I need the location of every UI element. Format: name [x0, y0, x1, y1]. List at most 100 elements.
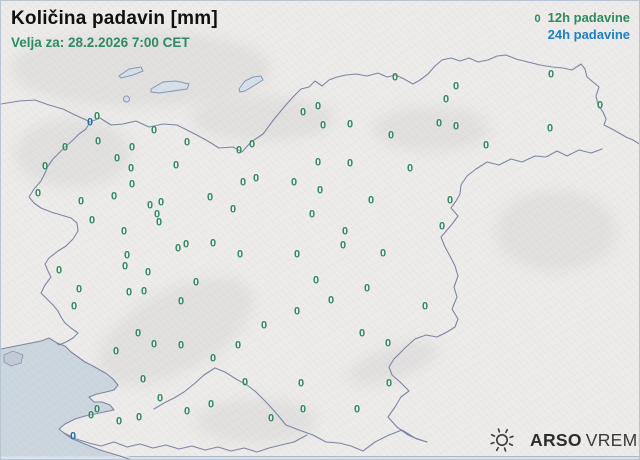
station-marker-12h[interactable]: 0 — [293, 305, 301, 318]
station-marker-12h[interactable]: 0 — [157, 196, 165, 209]
station-marker-12h[interactable]: 0 — [150, 338, 158, 351]
station-marker-12h[interactable]: 0 — [88, 214, 96, 227]
station-marker-12h[interactable]: 0 — [144, 266, 152, 279]
station-marker-12h[interactable]: 0 — [363, 282, 371, 295]
station-marker-12h[interactable]: 0 — [128, 178, 136, 191]
station-marker-12h[interactable]: 0 — [260, 319, 268, 332]
station-marker-12h[interactable]: 0 — [206, 191, 214, 204]
station-marker-12h[interactable]: 0 — [127, 162, 135, 175]
station-marker-12h[interactable]: 0 — [135, 411, 143, 424]
station-marker-12h[interactable]: 0 — [172, 159, 180, 172]
station-marker-12h[interactable]: 0 — [547, 68, 555, 81]
station-marker-12h[interactable]: 0 — [209, 237, 217, 250]
station-marker-12h[interactable]: 0 — [94, 135, 102, 148]
station-marker-24h[interactable]: 0 — [86, 116, 94, 129]
station-marker-12h[interactable]: 0 — [308, 208, 316, 221]
station-marker-12h[interactable]: 0 — [123, 249, 131, 262]
station-marker-12h[interactable]: 0 — [177, 339, 185, 352]
legend-item-12h[interactable]: 0 12h padavine — [535, 10, 631, 27]
station-marker-12h[interactable]: 0 — [239, 176, 247, 189]
station-marker-12h[interactable]: 0 — [234, 339, 242, 352]
station-marker-12h[interactable]: 0 — [110, 190, 118, 203]
station-marker-12h[interactable]: 0 — [346, 118, 354, 131]
station-marker-12h[interactable]: 0 — [87, 409, 95, 422]
station-marker-12h[interactable]: 0 — [421, 300, 429, 313]
station-marker-12h[interactable]: 0 — [314, 100, 322, 113]
station-marker-12h[interactable]: 0 — [183, 136, 191, 149]
station-marker-12h[interactable]: 0 — [93, 110, 101, 123]
station-marker-12h[interactable]: 0 — [77, 195, 85, 208]
station-marker-12h[interactable]: 0 — [34, 187, 42, 200]
station-marker-12h[interactable]: 0 — [41, 160, 49, 173]
station-marker-12h[interactable]: 0 — [128, 141, 136, 154]
station-marker-12h[interactable]: 0 — [55, 264, 63, 277]
station-marker-12h[interactable]: 0 — [241, 376, 249, 389]
station-marker-12h[interactable]: 0 — [312, 274, 320, 287]
station-marker-12h[interactable]: 0 — [112, 345, 120, 358]
station-marker-12h[interactable]: 0 — [290, 176, 298, 189]
station-marker-12h[interactable]: 0 — [438, 220, 446, 233]
station-marker-12h[interactable]: 0 — [236, 248, 244, 261]
station-marker-12h[interactable]: 0 — [146, 199, 154, 212]
station-marker-12h[interactable]: 0 — [299, 106, 307, 119]
station-marker-12h[interactable]: 0 — [140, 285, 148, 298]
station-marker-12h[interactable]: 0 — [267, 412, 275, 425]
station-marker-12h[interactable]: 0 — [177, 295, 185, 308]
station-marker-12h[interactable]: 0 — [150, 124, 158, 137]
station-marker-12h[interactable]: 0 — [391, 71, 399, 84]
station-marker-12h[interactable]: 0 — [446, 194, 454, 207]
station-marker-12h[interactable]: 0 — [353, 403, 361, 416]
station-marker-12h[interactable]: 0 — [293, 248, 301, 261]
station-marker-12h[interactable]: 0 — [452, 120, 460, 133]
station-marker-12h[interactable]: 0 — [70, 300, 78, 313]
station-marker-12h[interactable]: 0 — [379, 247, 387, 260]
station-marker-12h[interactable]: 0 — [248, 138, 256, 151]
station-marker-12h[interactable]: 0 — [339, 239, 347, 252]
station-marker-24h[interactable]: 0 — [69, 430, 77, 443]
station-marker-12h[interactable]: 0 — [358, 327, 366, 340]
station-marker-12h[interactable]: 0 — [297, 377, 305, 390]
legend-item-24h[interactable]: 24h padavine — [535, 27, 630, 43]
station-marker-12h[interactable]: 0 — [435, 117, 443, 130]
station-marker-12h[interactable]: 0 — [61, 141, 69, 154]
station-marker-12h[interactable]: 0 — [113, 152, 121, 165]
station-marker-12h[interactable]: 0 — [134, 327, 142, 340]
station-marker-12h[interactable]: 0 — [182, 238, 190, 251]
station-marker-12h[interactable]: 0 — [229, 203, 237, 216]
station-marker-12h[interactable]: 0 — [346, 157, 354, 170]
station-marker-12h[interactable]: 0 — [207, 398, 215, 411]
station-marker-12h[interactable]: 0 — [327, 294, 335, 307]
station-marker-12h[interactable]: 0 — [156, 392, 164, 405]
station-marker-12h[interactable]: 0 — [153, 208, 161, 221]
station-marker-12h[interactable]: 0 — [341, 225, 349, 238]
station-marker-12h[interactable]: 0 — [596, 99, 604, 112]
station-marker-12h[interactable]: 0 — [367, 194, 375, 207]
station-marker-12h[interactable]: 0 — [121, 260, 129, 273]
station-marker-12h[interactable]: 0 — [183, 405, 191, 418]
station-marker-12h[interactable]: 0 — [174, 242, 182, 255]
station-marker-12h[interactable]: 0 — [316, 184, 324, 197]
station-marker-12h[interactable]: 0 — [252, 172, 260, 185]
station-marker-12h[interactable]: 0 — [384, 337, 392, 350]
station-marker-12h[interactable]: 0 — [546, 122, 554, 135]
station-marker-12h[interactable]: 0 — [155, 216, 163, 229]
station-marker-12h[interactable]: 0 — [387, 129, 395, 142]
station-marker-12h[interactable]: 0 — [299, 403, 307, 416]
station-marker-12h[interactable]: 0 — [406, 162, 414, 175]
station-marker-12h[interactable]: 0 — [115, 415, 123, 428]
station-marker-12h[interactable]: 0 — [385, 377, 393, 390]
station-marker-12h[interactable]: 0 — [139, 373, 147, 386]
station-marker-12h[interactable]: 0 — [120, 225, 128, 238]
station-marker-12h[interactable]: 0 — [452, 80, 460, 93]
station-marker-12h[interactable]: 0 — [442, 93, 450, 106]
station-marker-12h[interactable]: 0 — [209, 352, 217, 365]
station-marker-12h[interactable]: 0 — [314, 156, 322, 169]
station-marker-12h[interactable]: 0 — [192, 276, 200, 289]
station-marker-12h[interactable]: 0 — [319, 119, 327, 132]
station-marker-12h[interactable]: 0 — [93, 403, 101, 416]
station-marker-12h[interactable]: 0 — [235, 144, 243, 157]
station-marker-12h[interactable]: 0 — [482, 139, 490, 152]
station-marker-12h[interactable]: 0 — [125, 286, 133, 299]
station-marker-12h[interactable]: 0 — [75, 283, 83, 296]
